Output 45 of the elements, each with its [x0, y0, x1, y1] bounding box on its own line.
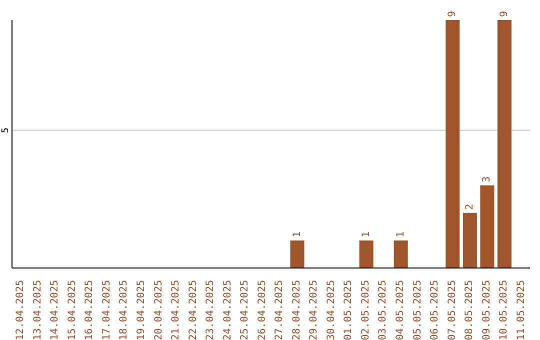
x-tick-label: 04.05.2025 [395, 280, 406, 340]
x-tick-label: 19.04.2025 [136, 280, 147, 340]
data-label: 1 [292, 231, 303, 238]
x-tick-label: 30.04.2025 [326, 280, 337, 340]
data-label: 1 [360, 231, 372, 238]
x-tick-label: 01.05.2025 [343, 280, 354, 340]
x-tick-label: 16.04.2025 [84, 280, 96, 340]
x-tick-label: 20.04.2025 [153, 280, 164, 340]
x-tick-label: 17.04.2025 [101, 280, 112, 340]
y-tick-label: 5 [1, 128, 11, 133]
x-tick-label: 29.04.2025 [308, 280, 320, 340]
x-tick-label: 12.04.2025 [15, 280, 26, 340]
bar [394, 240, 408, 268]
x-tick-label: 11.05.2025 [516, 280, 527, 340]
x-tick-label: 22.04.2025 [188, 280, 199, 340]
x-tick-label: 13.04.2025 [32, 280, 44, 340]
x-tick-label: 07.05.2025 [446, 280, 458, 340]
x-tick-label: 23.04.2025 [205, 280, 216, 340]
x-tick-label: 25.04.2025 [240, 280, 251, 340]
x-tick-label: 27.04.2025 [274, 280, 286, 340]
data-label: 3 [482, 176, 493, 182]
data-label: 1 [395, 231, 406, 238]
data-label: 2 [464, 204, 476, 210]
bar [497, 20, 512, 268]
x-tick-label: 15.04.2025 [66, 280, 78, 340]
x-tick-label: 08.05.2025 [464, 280, 476, 340]
bar [462, 212, 477, 268]
bar [446, 20, 460, 268]
x-tick-label: 21.04.2025 [170, 280, 182, 340]
x-tick-label: 10.05.2025 [498, 280, 510, 340]
data-label: 9 [498, 10, 510, 17]
x-tick-label: 26.04.2025 [256, 280, 268, 340]
data-label: 9 [447, 10, 458, 17]
x-tick-label: 05.05.2025 [412, 280, 424, 340]
x-tick-label: 03.05.2025 [378, 280, 389, 340]
x-tick-label: 14.04.2025 [50, 280, 61, 340]
bar [359, 240, 374, 268]
x-tick-label: 28.04.2025 [291, 280, 302, 340]
x-tick-label: 24.04.2025 [222, 280, 234, 340]
x-tick-label: 06.05.2025 [430, 280, 441, 340]
bar [290, 240, 304, 268]
x-tick-label: 18.04.2025 [118, 280, 130, 340]
x-tick-label: 09.05.2025 [481, 280, 492, 340]
bar [480, 185, 494, 268]
x-tick-label: 02.05.2025 [360, 280, 372, 340]
